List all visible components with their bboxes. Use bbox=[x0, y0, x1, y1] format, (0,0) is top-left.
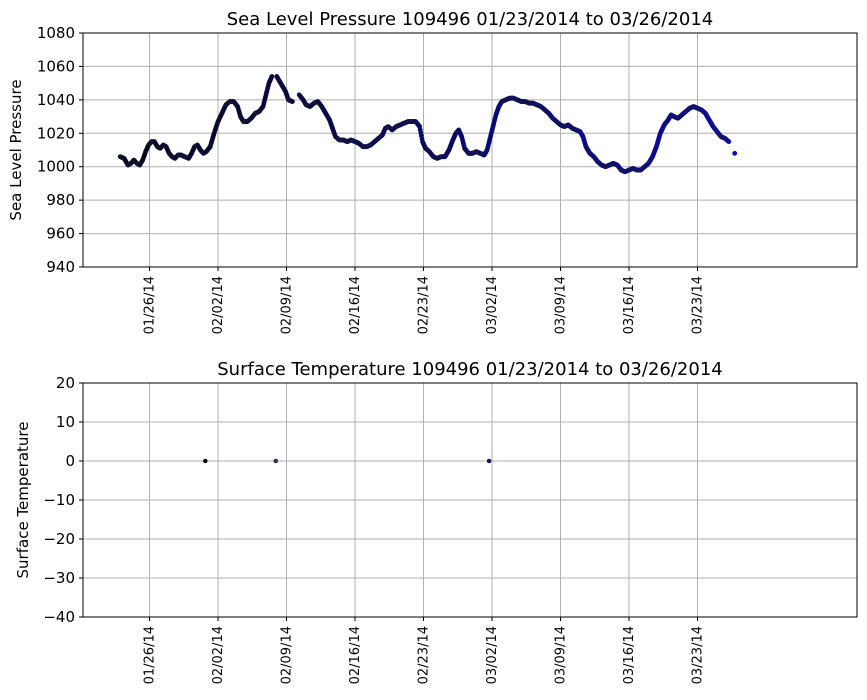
surface-temperature-ylabel: Surface Temperature bbox=[14, 422, 32, 579]
slp-xtick-label: 02/16/14 bbox=[348, 276, 363, 334]
slp-ytick-label: 1040 bbox=[37, 91, 75, 109]
surface-temperature-panel: Surface Temperature 109496 01/23/2014 to… bbox=[14, 359, 858, 684]
temperature-point bbox=[273, 458, 279, 464]
temp-ytick-label: −40 bbox=[43, 608, 75, 626]
pressure-point bbox=[732, 150, 738, 156]
pressure-point bbox=[269, 74, 275, 79]
slp-xtick-label: 02/23/14 bbox=[417, 276, 432, 334]
surface-temperature-grid bbox=[83, 382, 857, 618]
sea-level-pressure-ticks: 940 960 980 1000 1020 1040 1060 1080 01/26/14 02/… bbox=[37, 24, 706, 334]
surface-temperature-ticks: −40 −30 −20 −10 0 10 20 01/26/14 02/02/14 02/09/1… bbox=[43, 374, 705, 684]
sea-level-pressure-grid bbox=[83, 32, 857, 268]
slp-xtick-label: 03/16/14 bbox=[622, 276, 637, 334]
sea-level-pressure-title: Sea Level Pressure 109496 01/23/2014 to … bbox=[227, 9, 714, 30]
temp-xtick-label: 03/16/14 bbox=[622, 626, 637, 684]
slp-ytick-label: 1020 bbox=[37, 124, 75, 142]
temp-ytick-label: −30 bbox=[43, 569, 75, 587]
temp-xtick-label: 03/02/14 bbox=[485, 626, 500, 684]
sea-level-pressure-axes-frame bbox=[82, 32, 858, 268]
temperature-point bbox=[486, 458, 492, 464]
sea-level-pressure-ylabel: Sea Level Pressure bbox=[7, 79, 25, 220]
slp-xtick-label: 03/02/14 bbox=[485, 276, 500, 334]
temp-xtick-label: 02/23/14 bbox=[417, 626, 432, 684]
slp-xtick-label: 03/23/14 bbox=[691, 276, 706, 334]
temp-xtick-label: 02/02/14 bbox=[211, 626, 226, 684]
temp-xtick-label: 02/09/14 bbox=[280, 626, 295, 684]
temp-ytick-label: 10 bbox=[56, 413, 75, 431]
temp-ytick-label: 0 bbox=[65, 452, 75, 470]
pressure-point bbox=[289, 99, 295, 104]
slp-xtick-label: 03/09/14 bbox=[554, 276, 569, 334]
surface-temperature-title: Surface Temperature 109496 01/23/2014 to… bbox=[217, 359, 722, 380]
slp-ytick-label: 980 bbox=[46, 191, 75, 209]
slp-xtick-label: 02/02/14 bbox=[211, 276, 226, 334]
temp-xtick-label: 03/09/14 bbox=[554, 626, 569, 684]
temp-xtick-label: 03/23/14 bbox=[691, 626, 706, 684]
temperature-point bbox=[203, 458, 208, 464]
slp-ytick-label: 1080 bbox=[37, 24, 75, 42]
slp-ytick-label: 1000 bbox=[37, 158, 75, 176]
slp-xtick-label: 01/26/14 bbox=[143, 276, 158, 334]
sea-level-pressure-panel: Sea Level Pressure 109496 01/23/2014 to … bbox=[7, 9, 858, 334]
surface-temperature-points bbox=[203, 458, 492, 464]
temp-ytick-label: 20 bbox=[56, 374, 75, 392]
slp-ytick-label: 1060 bbox=[37, 57, 75, 75]
pressure-point bbox=[726, 139, 732, 145]
sea-level-pressure-points bbox=[117, 74, 738, 175]
slp-xtick-label: 02/09/14 bbox=[280, 276, 295, 334]
temp-xtick-label: 01/26/14 bbox=[143, 626, 158, 684]
slp-ytick-label: 960 bbox=[46, 225, 75, 243]
temp-xtick-label: 02/16/14 bbox=[348, 626, 363, 684]
temp-ytick-label: −20 bbox=[43, 530, 75, 548]
slp-ytick-label: 940 bbox=[46, 258, 75, 276]
temp-ytick-label: −10 bbox=[43, 491, 75, 509]
